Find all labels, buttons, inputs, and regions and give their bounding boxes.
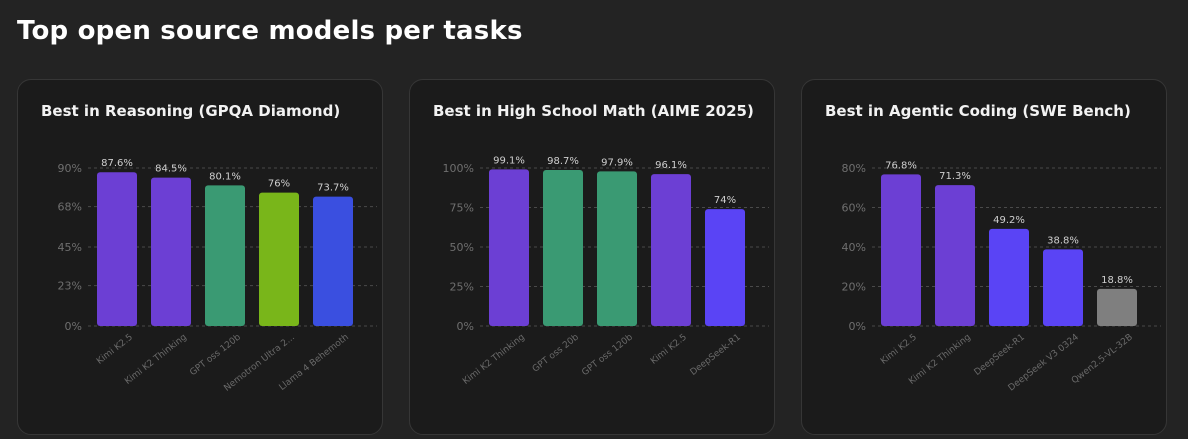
x-tick-label: GPT oss 120b	[188, 332, 243, 378]
bar[interactable]	[259, 192, 299, 326]
data-label: 38.8%	[1047, 235, 1079, 246]
data-label: 73.7%	[317, 183, 349, 194]
y-tick-label: 0%	[65, 320, 82, 333]
chart-title: Best in Agentic Coding (SWE Bench)	[825, 102, 1131, 120]
y-tick-label: 80%	[842, 162, 866, 175]
x-tick-label: Kimi K2 Thinking	[461, 332, 527, 386]
bar-chart-coding: 0%20%40%60%80% 76.8%Kimi K2.571.3%Kimi K2…	[842, 160, 1161, 393]
bar[interactable]	[151, 177, 191, 326]
bar[interactable]	[1043, 249, 1083, 326]
chart-card-coding: Best in Agentic Coding (SWE Bench) 0% 20%…	[801, 79, 1167, 435]
x-tick-label: DeepSeek-R1	[689, 332, 743, 377]
y-tick-label: 23%	[58, 280, 82, 293]
data-label: 76%	[268, 179, 290, 190]
data-label: 84.5%	[155, 164, 187, 175]
bar[interactable]	[489, 169, 529, 326]
data-label: 98.7%	[547, 156, 579, 167]
data-label: 80.1%	[209, 171, 241, 182]
chart-title: Best in Reasoning (GPQA Diamond)	[41, 102, 341, 120]
y-tick-label: 0%	[849, 320, 866, 333]
data-label: 96.1%	[655, 160, 687, 171]
x-tick-label: Kimi K2.5	[649, 332, 689, 366]
y-tick-label: 45%	[58, 241, 82, 254]
y-tick-label: 100%	[443, 162, 474, 175]
y-tick-label: 20%	[842, 281, 866, 294]
bar[interactable]	[989, 228, 1029, 326]
bar-chart-math: 0% 25% 50% 75% 100% 99.1% Kimi K2 Thinking 98.7…	[443, 155, 769, 387]
chart-title: Best in High School Math (AIME 2025)	[433, 102, 754, 120]
data-label: 18.8%	[1101, 275, 1133, 286]
page-title: Top open source models per tasks	[17, 16, 523, 46]
data-label: 99.1%	[493, 155, 525, 166]
bar[interactable]	[705, 209, 745, 326]
bar[interactable]	[597, 171, 637, 326]
bar[interactable]	[881, 174, 921, 326]
data-label: 76.8%	[885, 160, 917, 171]
chart-card-math: Best in High School Math (AIME 2025) 0% 2…	[409, 79, 775, 435]
data-label: 74%	[714, 195, 736, 206]
bar[interactable]	[313, 196, 353, 326]
bar[interactable]	[205, 185, 245, 326]
x-tick-label: Kimi K2.5	[879, 332, 919, 366]
x-tick-label: GPT oss 20b	[531, 332, 581, 374]
data-label: 49.2%	[993, 215, 1025, 226]
y-tick-label: 40%	[842, 241, 866, 254]
y-tick-label: 60%	[842, 202, 866, 215]
y-tick-label: 25%	[450, 281, 474, 294]
data-label: 97.9%	[601, 157, 633, 168]
data-label: 87.6%	[101, 158, 133, 169]
bar[interactable]	[1097, 288, 1137, 326]
bar-chart-reasoning: 0%23%45%68%90% 87.6%Kimi K2.584.5%Kimi K2…	[58, 158, 377, 394]
x-tick-label: DeepSeek-R1	[973, 332, 1027, 377]
bar[interactable]	[651, 174, 691, 326]
bar[interactable]	[935, 185, 975, 326]
x-tick-label: GPT oss 120b	[580, 332, 635, 378]
data-label: 71.3%	[939, 171, 971, 182]
x-tick-label: Kimi K2.5	[95, 332, 135, 366]
y-tick-label: 68%	[58, 201, 82, 214]
y-tick-label: 50%	[450, 241, 474, 254]
chart-card-reasoning: Best in Reasoning (GPQA Diamond) 0% 23% 45…	[17, 79, 383, 435]
y-tick-label: 90%	[58, 162, 82, 175]
y-tick-label: 75%	[450, 202, 474, 215]
bar[interactable]	[97, 172, 137, 326]
y-tick-label: 0%	[457, 320, 474, 333]
bar[interactable]	[543, 170, 583, 326]
